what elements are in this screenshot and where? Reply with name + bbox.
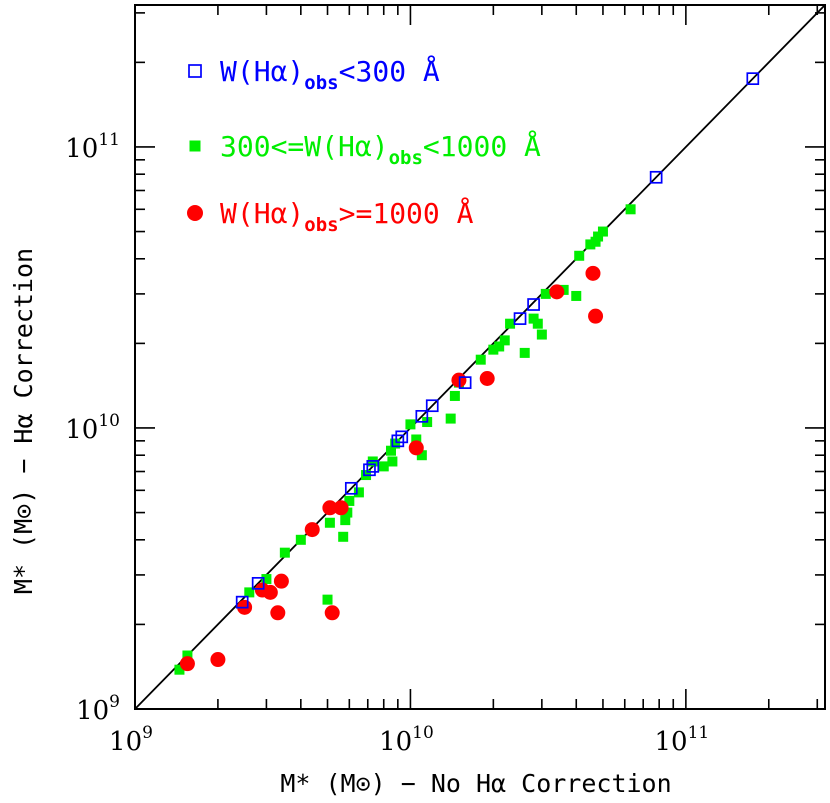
data-point [174, 664, 185, 675]
y-tick-labels: 109 1010 1011 [65, 130, 120, 726]
series-filled-circle [179, 265, 604, 672]
legend-label: 300<=W(Hα)obs<1000 Å [220, 129, 541, 169]
data-point [590, 236, 601, 247]
data-point [366, 460, 380, 473]
data-point [324, 517, 335, 528]
data-point [458, 376, 472, 389]
data-point [322, 594, 333, 605]
data-point [262, 584, 278, 600]
data-point [378, 461, 389, 472]
data-point [528, 313, 539, 324]
data-point [261, 574, 272, 585]
data-point [505, 318, 516, 329]
data-point [425, 399, 439, 413]
data-point [342, 507, 353, 518]
data-point [344, 481, 358, 495]
data-point [536, 329, 547, 340]
axis-ticks [134, 5, 825, 710]
data-point [494, 341, 505, 352]
legend-marker [188, 64, 202, 78]
data-point [390, 438, 401, 449]
data-points [174, 72, 760, 675]
data-point [475, 354, 486, 365]
data-point [519, 347, 530, 358]
y-axis-label: M* (M⊙) − Hα Correction [9, 248, 38, 594]
data-point [391, 434, 405, 448]
x-axis-label: M* (M⊙) − No Hα Correction [280, 769, 671, 798]
data-point [574, 250, 585, 261]
data-point [549, 284, 565, 300]
legend-label: W(Hα)obs<300 Å [220, 54, 440, 94]
series-filled-square [174, 204, 636, 675]
data-point [333, 500, 349, 516]
data-point [295, 534, 306, 545]
plot-frame [134, 4, 826, 710]
data-point [395, 430, 409, 444]
data-point [527, 298, 540, 311]
y-tick-label: 109 [76, 692, 120, 726]
data-point [405, 419, 416, 430]
data-point [344, 495, 355, 506]
data-point [625, 204, 636, 215]
data-point [244, 587, 255, 598]
data-point [649, 170, 663, 184]
data-point [235, 595, 249, 609]
data-point [322, 500, 338, 516]
data-point [499, 335, 510, 346]
data-point [488, 344, 499, 355]
data-point [304, 522, 320, 538]
data-point [324, 605, 340, 621]
legend-marker [189, 140, 201, 152]
data-point [415, 409, 429, 423]
data-point [279, 547, 290, 558]
series-open-square [235, 72, 760, 609]
legend: W(Hα)obs<300 Å 300<=W(Hα)obs<1000 Å W(Hα)o… [187, 54, 541, 236]
data-point [411, 434, 422, 445]
data-point [588, 308, 604, 324]
legend-entry: W(Hα)obs<300 Å [188, 54, 440, 94]
legend-label: W(Hα)obs>=1000 Å [220, 196, 474, 236]
data-point [363, 463, 376, 477]
data-point [585, 265, 601, 281]
x-tick-label: 109 [109, 723, 153, 757]
data-point [746, 72, 760, 86]
data-point [532, 318, 543, 329]
x-tick-labels: 109 1010 1011 [109, 723, 709, 757]
data-point [353, 487, 364, 498]
data-point [340, 515, 351, 526]
legend-entry: W(Hα)obs>=1000 Å [187, 196, 474, 236]
data-point [338, 531, 349, 542]
legend-marker [187, 205, 203, 221]
data-point [571, 290, 582, 301]
data-point [445, 413, 456, 424]
data-point [416, 450, 427, 461]
x-tick-label: 1011 [654, 723, 709, 757]
data-point [540, 288, 551, 299]
data-point [479, 370, 495, 386]
data-point [449, 390, 460, 401]
data-point [585, 239, 596, 250]
data-point [387, 456, 398, 467]
y-tick-label: 1011 [65, 130, 120, 164]
data-point [513, 312, 527, 325]
plot-area [134, 4, 826, 710]
data-point [251, 576, 265, 590]
data-point [385, 445, 396, 456]
data-point [597, 226, 608, 237]
x-tick-label: 1010 [379, 723, 434, 757]
legend-entry: 300<=W(Hα)obs<1000 Å [189, 129, 541, 169]
data-point [273, 573, 289, 589]
data-point [408, 440, 424, 456]
data-point [179, 656, 195, 672]
data-point [270, 605, 286, 621]
data-point [182, 650, 193, 661]
data-point [210, 652, 226, 668]
y-tick-label: 1010 [65, 411, 120, 445]
